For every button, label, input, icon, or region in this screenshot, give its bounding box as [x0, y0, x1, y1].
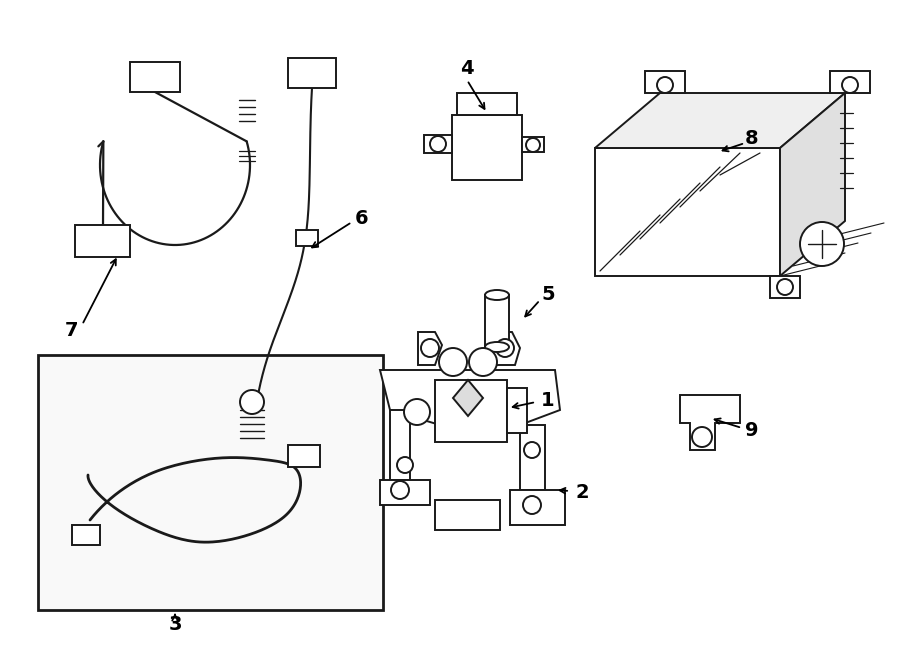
Bar	[424, 135, 452, 153]
Text: 2: 2	[575, 483, 589, 502]
Circle shape	[526, 138, 540, 152]
Text: 5: 5	[541, 286, 554, 305]
Polygon shape	[595, 148, 780, 276]
Bar	[435, 380, 507, 442]
Circle shape	[800, 222, 844, 266]
Polygon shape	[595, 93, 845, 148]
Bar	[38, 355, 383, 610]
Bar	[770, 276, 800, 298]
Text: 4: 4	[460, 59, 473, 77]
Text: 9: 9	[745, 420, 759, 440]
Circle shape	[404, 399, 430, 425]
Circle shape	[777, 279, 793, 295]
Polygon shape	[520, 425, 545, 490]
Bar	[457, 93, 517, 115]
Circle shape	[240, 390, 264, 414]
Polygon shape	[453, 380, 483, 416]
Polygon shape	[780, 93, 845, 276]
Bar	[452, 115, 522, 180]
Circle shape	[469, 348, 497, 376]
Text: 1: 1	[541, 391, 554, 410]
Bar	[288, 445, 320, 467]
Bar	[130, 62, 180, 92]
Polygon shape	[418, 332, 442, 365]
Bar	[645, 71, 685, 93]
Text: 6: 6	[356, 208, 369, 227]
Ellipse shape	[485, 342, 509, 352]
Bar	[830, 71, 870, 93]
Bar	[288, 58, 336, 88]
Bar	[485, 295, 509, 347]
Text: 7: 7	[65, 321, 79, 340]
Circle shape	[692, 427, 712, 447]
Circle shape	[391, 481, 409, 499]
Bar	[72, 525, 100, 545]
Circle shape	[657, 77, 673, 93]
Text: 3: 3	[168, 615, 182, 635]
Polygon shape	[380, 480, 430, 505]
Circle shape	[524, 442, 540, 458]
Circle shape	[842, 77, 858, 93]
Bar	[296, 230, 318, 246]
Ellipse shape	[485, 290, 509, 300]
Circle shape	[421, 339, 439, 357]
Bar	[522, 137, 544, 152]
Circle shape	[439, 348, 467, 376]
Bar	[75, 225, 130, 257]
Circle shape	[397, 457, 413, 473]
Circle shape	[496, 339, 514, 357]
Polygon shape	[510, 490, 565, 525]
Polygon shape	[380, 370, 560, 425]
Polygon shape	[680, 395, 740, 450]
Bar	[507, 388, 527, 433]
Circle shape	[523, 496, 541, 514]
Circle shape	[430, 136, 446, 152]
Polygon shape	[390, 410, 410, 480]
Polygon shape	[435, 500, 500, 530]
Polygon shape	[490, 332, 520, 365]
Text: 8: 8	[745, 128, 759, 147]
